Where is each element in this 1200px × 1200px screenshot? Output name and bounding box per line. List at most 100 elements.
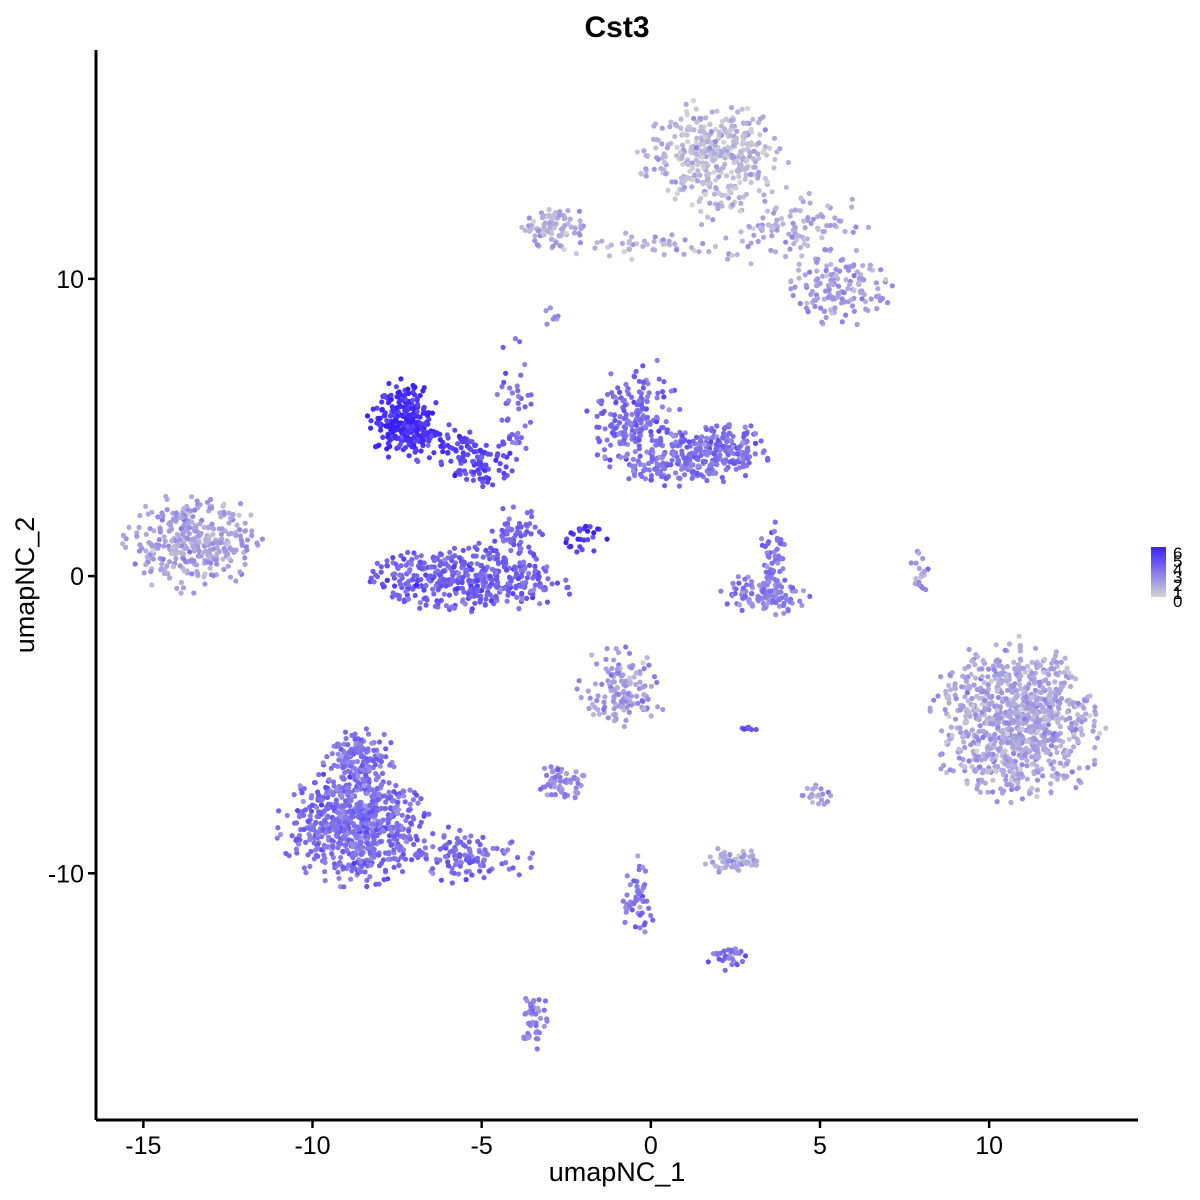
- data-point: [189, 571, 195, 577]
- data-point: [621, 723, 627, 730]
- data-point: [423, 852, 429, 858]
- data-point: [783, 239, 789, 245]
- data-point: [577, 232, 583, 238]
- data-point: [770, 598, 776, 604]
- data-point: [483, 462, 489, 468]
- data-point: [718, 588, 724, 594]
- data-point: [361, 783, 367, 789]
- data-point: [648, 912, 654, 919]
- data-point: [788, 208, 794, 214]
- data-point: [373, 881, 379, 887]
- data-point: [557, 243, 563, 249]
- data-point: [777, 540, 783, 547]
- data-point: [519, 596, 525, 602]
- data-point: [624, 892, 630, 898]
- data-point: [205, 549, 211, 555]
- data-point: [1058, 695, 1065, 702]
- data-point: [608, 442, 614, 448]
- data-point: [699, 222, 705, 228]
- data-point: [405, 386, 411, 392]
- data-point: [704, 426, 710, 433]
- data-point: [474, 855, 481, 861]
- data-point: [390, 555, 396, 561]
- data-point: [1041, 714, 1047, 720]
- data-point: [689, 202, 695, 208]
- data-point: [626, 246, 633, 252]
- data-point: [538, 583, 544, 589]
- data-point: [645, 696, 651, 702]
- data-point: [734, 962, 740, 968]
- data-point: [734, 128, 740, 134]
- data-point: [617, 441, 623, 447]
- data-point: [1087, 693, 1093, 699]
- data-point: [401, 393, 407, 399]
- data-point: [618, 454, 624, 460]
- data-point: [960, 703, 966, 710]
- data-point: [1024, 763, 1030, 769]
- data-point: [970, 703, 976, 709]
- data-point: [385, 454, 392, 460]
- data-point: [572, 225, 578, 231]
- data-point: [723, 424, 729, 430]
- data-point: [609, 430, 616, 436]
- data-point: [650, 455, 656, 462]
- data-point: [194, 568, 200, 575]
- data-point: [531, 218, 537, 225]
- data-point: [365, 746, 371, 752]
- data-point: [608, 242, 614, 248]
- data-point: [772, 249, 779, 255]
- data-point: [132, 561, 138, 567]
- data-point: [768, 247, 774, 253]
- data-point: [226, 555, 232, 561]
- data-point: [490, 482, 496, 488]
- data-point: [418, 553, 424, 559]
- data-point: [693, 106, 699, 112]
- data-point: [164, 496, 170, 502]
- data-point: [991, 744, 997, 750]
- data-point: [1031, 714, 1037, 720]
- data-point: [1029, 785, 1035, 791]
- data-point: [1024, 776, 1030, 782]
- data-point: [499, 417, 505, 423]
- data-point: [682, 184, 688, 190]
- data-point: [985, 674, 991, 680]
- data-point: [229, 547, 235, 553]
- data-point: [622, 919, 628, 926]
- data-point: [492, 538, 498, 544]
- data-point: [679, 155, 685, 161]
- data-point: [368, 862, 374, 868]
- data-point: [452, 852, 458, 858]
- data-point: [480, 834, 486, 841]
- data-point: [621, 707, 627, 713]
- data-point: [1035, 728, 1041, 735]
- data-point: [677, 149, 684, 155]
- data-point: [783, 253, 789, 260]
- data-point: [772, 156, 778, 163]
- data-point: [190, 514, 196, 520]
- data-point: [207, 565, 213, 571]
- data-point: [464, 567, 470, 573]
- data-point: [599, 238, 605, 244]
- data-point: [1056, 690, 1062, 696]
- data-point: [809, 288, 816, 295]
- data-point: [1030, 744, 1037, 750]
- data-point: [226, 510, 232, 516]
- data-point: [633, 681, 639, 688]
- data-point: [740, 133, 746, 139]
- data-point: [433, 400, 439, 406]
- data-point: [301, 865, 307, 871]
- data-point: [364, 883, 370, 890]
- data-point: [369, 798, 375, 805]
- data-point: [755, 119, 762, 126]
- data-point: [827, 222, 833, 229]
- data-point: [398, 427, 404, 433]
- data-point: [735, 574, 741, 580]
- data-point: [463, 877, 469, 883]
- data-point: [477, 862, 483, 869]
- data-point: [501, 475, 507, 481]
- data-point: [637, 453, 643, 459]
- data-point: [719, 474, 725, 481]
- data-point: [825, 294, 831, 300]
- data-point: [403, 817, 409, 824]
- data-point: [1045, 672, 1052, 678]
